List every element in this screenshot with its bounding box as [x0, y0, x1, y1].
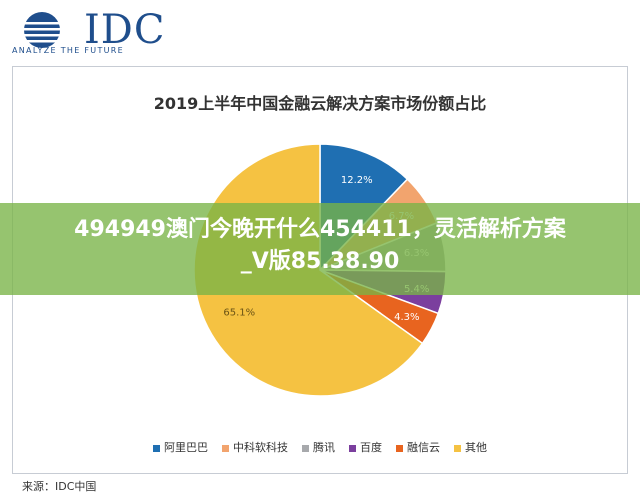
legend-item-5: 其他 [454, 439, 487, 455]
chart-title: 2019上半年中国金融云解决方案市场份额占比 [153, 94, 487, 113]
legend-label: 融信云 [407, 441, 440, 454]
legend-item-1: 中科软科技 [222, 439, 288, 455]
chart-legend: 阿里巴巴 中科软科技 腾讯 百度 融信云 其他 [0, 439, 640, 455]
slice-label-4: 4.3% [394, 312, 419, 323]
globe-icon [22, 12, 62, 48]
legend-item-3: 百度 [349, 439, 382, 455]
legend-swatch [302, 444, 309, 452]
banner-text: 494949澳门今晚开什么454411，灵活解析方案 _V版85.38.90 [20, 214, 620, 278]
idc-logo: IDC ANALYZE THE FUTURE [12, 6, 164, 58]
legend-item-0: 阿里巴巴 [153, 439, 208, 455]
legend-swatch [222, 444, 229, 452]
slice-label-0: 12.2% [341, 175, 373, 186]
overlay-banner [0, 203, 640, 295]
legend-swatch [454, 444, 461, 452]
legend-label: 腾讯 [313, 441, 335, 454]
slice-label-5: 65.1% [223, 307, 255, 318]
banner-line-2: _V版85.38.90 [240, 249, 400, 274]
legend-label: 百度 [360, 441, 382, 454]
source-note: 来源：IDC中国 [22, 480, 97, 493]
legend-swatch [396, 444, 403, 452]
legend-item-2: 腾讯 [302, 439, 335, 455]
legend-swatch [349, 444, 356, 452]
legend-swatch [153, 444, 160, 452]
legend-label: 中科软科技 [233, 441, 288, 454]
legend-label: 其他 [465, 441, 487, 454]
logo-wordmark: IDC [84, 7, 166, 53]
legend-item-4: 融信云 [396, 439, 440, 455]
banner-line-1: 494949澳门今晚开什么454411，灵活解析方案 [74, 217, 566, 242]
legend-label: 阿里巴巴 [164, 441, 208, 454]
logo-tagline: ANALYZE THE FUTURE [12, 46, 125, 55]
